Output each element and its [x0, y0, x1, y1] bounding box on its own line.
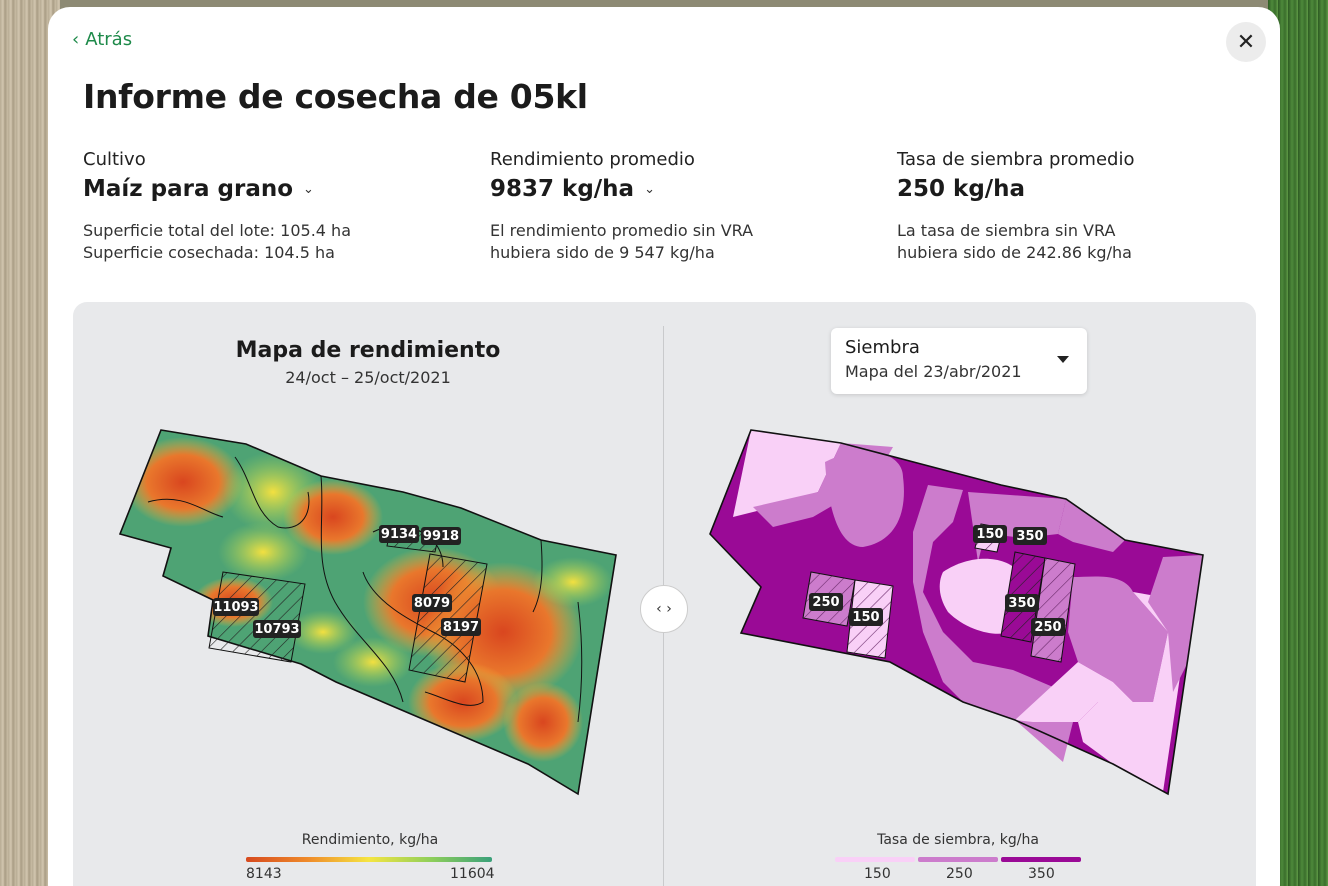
harvest-report-modal: ‹ Atrás ✕ Informe de cosecha de 05kl Cul…	[48, 7, 1280, 886]
yield-map-date: 24/oct – 25/oct/2021	[285, 368, 451, 387]
compare-arrows-icon: ‹ ›	[656, 601, 672, 617]
yield-badge-10793: 10793	[253, 620, 301, 638]
yield-badge-10793-text: 10793	[254, 622, 299, 637]
back-label: Atrás	[85, 29, 133, 50]
caret-down-icon	[1057, 356, 1069, 363]
yield-badge-11093-text: 11093	[213, 600, 258, 615]
yield-description: El rendimiento promedio sin VRA hubiera …	[490, 220, 870, 264]
dropdown-value: Mapa del 23/abr/2021	[845, 362, 1022, 381]
yield-desc-line1: El rendimiento promedio sin VRA	[490, 221, 754, 240]
yield-badge-9134-text: 9134	[381, 527, 417, 542]
seeding-badge-150-b-text: 150	[976, 527, 1003, 542]
seeding-badge-150-a-text: 150	[852, 610, 879, 625]
yield-map-title: Mapa de rendimiento	[235, 338, 501, 363]
seeding-value: 250 kg/ha	[897, 176, 1026, 202]
seeding-value-wrap: 250 kg/ha	[897, 176, 1277, 202]
seeding-description: La tasa de siembra sin VRA hubiera sido …	[897, 220, 1277, 264]
yield-value: 9837 kg/ha	[490, 176, 635, 202]
yield-legend-title: Rendimiento, kg/ha	[301, 832, 439, 848]
seeding-map: 250 150 150 350 350	[709, 429, 1204, 796]
yield-badge-8197-text: 8197	[443, 620, 479, 635]
seeding-badge-250-a-text: 250	[812, 595, 839, 610]
page-title: Informe de cosecha de 05kl	[83, 77, 588, 116]
maps-panel: 11093 10793 9134 9918 8079	[73, 302, 1256, 886]
yield-desc-line2: hubiera sido de 9 547 kg/ha	[490, 243, 715, 262]
crop-value: Maíz para grano	[83, 176, 294, 202]
yield-badge-11093: 11093	[213, 598, 259, 616]
seeding-legend-swatch-150	[835, 857, 915, 862]
chevron-left-icon: ‹	[72, 28, 80, 50]
yield-badge-8079-text: 8079	[414, 596, 450, 611]
yield-legend-gradient	[246, 857, 492, 862]
seeding-stat: Tasa de siembra promedio 250 kg/ha La ta…	[897, 149, 1277, 264]
seeding-legend-title: Tasa de siembra, kg/ha	[877, 832, 1039, 848]
yield-map: 11093 10793 9134 9918 8079	[118, 429, 617, 796]
compare-toggle-button[interactable]: ‹ ›	[640, 585, 688, 633]
yield-badge-9918: 9918	[421, 527, 461, 545]
chevron-down-icon: ⌄	[644, 181, 655, 197]
yield-stat: Rendimiento promedio 9837 kg/ha ⌄ El ren…	[490, 149, 870, 264]
yield-selector[interactable]: 9837 kg/ha ⌄	[490, 176, 870, 202]
dropdown-label: Siembra	[845, 337, 920, 358]
crop-stat: Cultivo Maíz para grano ⌄ Superficie tot…	[83, 149, 463, 264]
yield-label: Rendimiento promedio	[490, 149, 695, 170]
seeding-legend-swatch-350	[1001, 857, 1081, 862]
crop-label: Cultivo	[83, 149, 146, 170]
yield-badge-8079: 8079	[412, 594, 452, 612]
seeding-legend-150: 150	[864, 866, 891, 882]
seeding-map-dropdown[interactable]: Siembra Mapa del 23/abr/2021	[831, 328, 1087, 394]
seeding-badge-350-b: 350	[1005, 594, 1039, 612]
seeding-badge-350-a: 350	[1013, 527, 1047, 545]
seeding-badge-250-b-text: 250	[1034, 620, 1061, 635]
chevron-down-icon: ⌄	[303, 181, 314, 197]
seeding-desc-line1: La tasa de siembra sin VRA	[897, 221, 1116, 240]
yield-badge-8197: 8197	[441, 618, 481, 636]
seeding-badge-250-b: 250	[1031, 618, 1065, 636]
seeding-desc-line2: hubiera sido de 242.86 kg/ha	[897, 243, 1132, 262]
seeding-legend-350: 350	[1028, 866, 1055, 882]
back-link[interactable]: ‹ Atrás	[72, 29, 132, 50]
crop-desc-line1: Superficie total del lote: 105.4 ha	[83, 221, 351, 240]
seeding-legend-250: 250	[946, 866, 973, 882]
seeding-label: Tasa de siembra promedio	[897, 149, 1135, 170]
yield-badge-9134: 9134	[379, 525, 419, 543]
seeding-badge-150-b: 150	[973, 525, 1007, 543]
crop-desc-line2: Superficie cosechada: 104.5 ha	[83, 243, 335, 262]
maps-canvas: 11093 10793 9134 9918 8079	[118, 429, 1204, 796]
seeding-badge-350-b-text: 350	[1008, 596, 1035, 611]
seeding-badge-150-a: 150	[849, 608, 883, 626]
seeding-legend-swatch-250	[918, 857, 998, 862]
crop-description: Superficie total del lote: 105.4 ha Supe…	[83, 220, 463, 264]
yield-legend-min: 8143	[246, 866, 282, 882]
seeding-badge-250-a: 250	[809, 593, 843, 611]
close-button[interactable]: ✕	[1226, 22, 1266, 62]
crop-selector[interactable]: Maíz para grano ⌄	[83, 176, 463, 202]
seeding-badge-350-a-text: 350	[1016, 529, 1043, 544]
yield-legend-max: 11604	[450, 866, 495, 882]
close-icon: ✕	[1236, 29, 1256, 55]
yield-badge-9918-text: 9918	[423, 529, 459, 544]
